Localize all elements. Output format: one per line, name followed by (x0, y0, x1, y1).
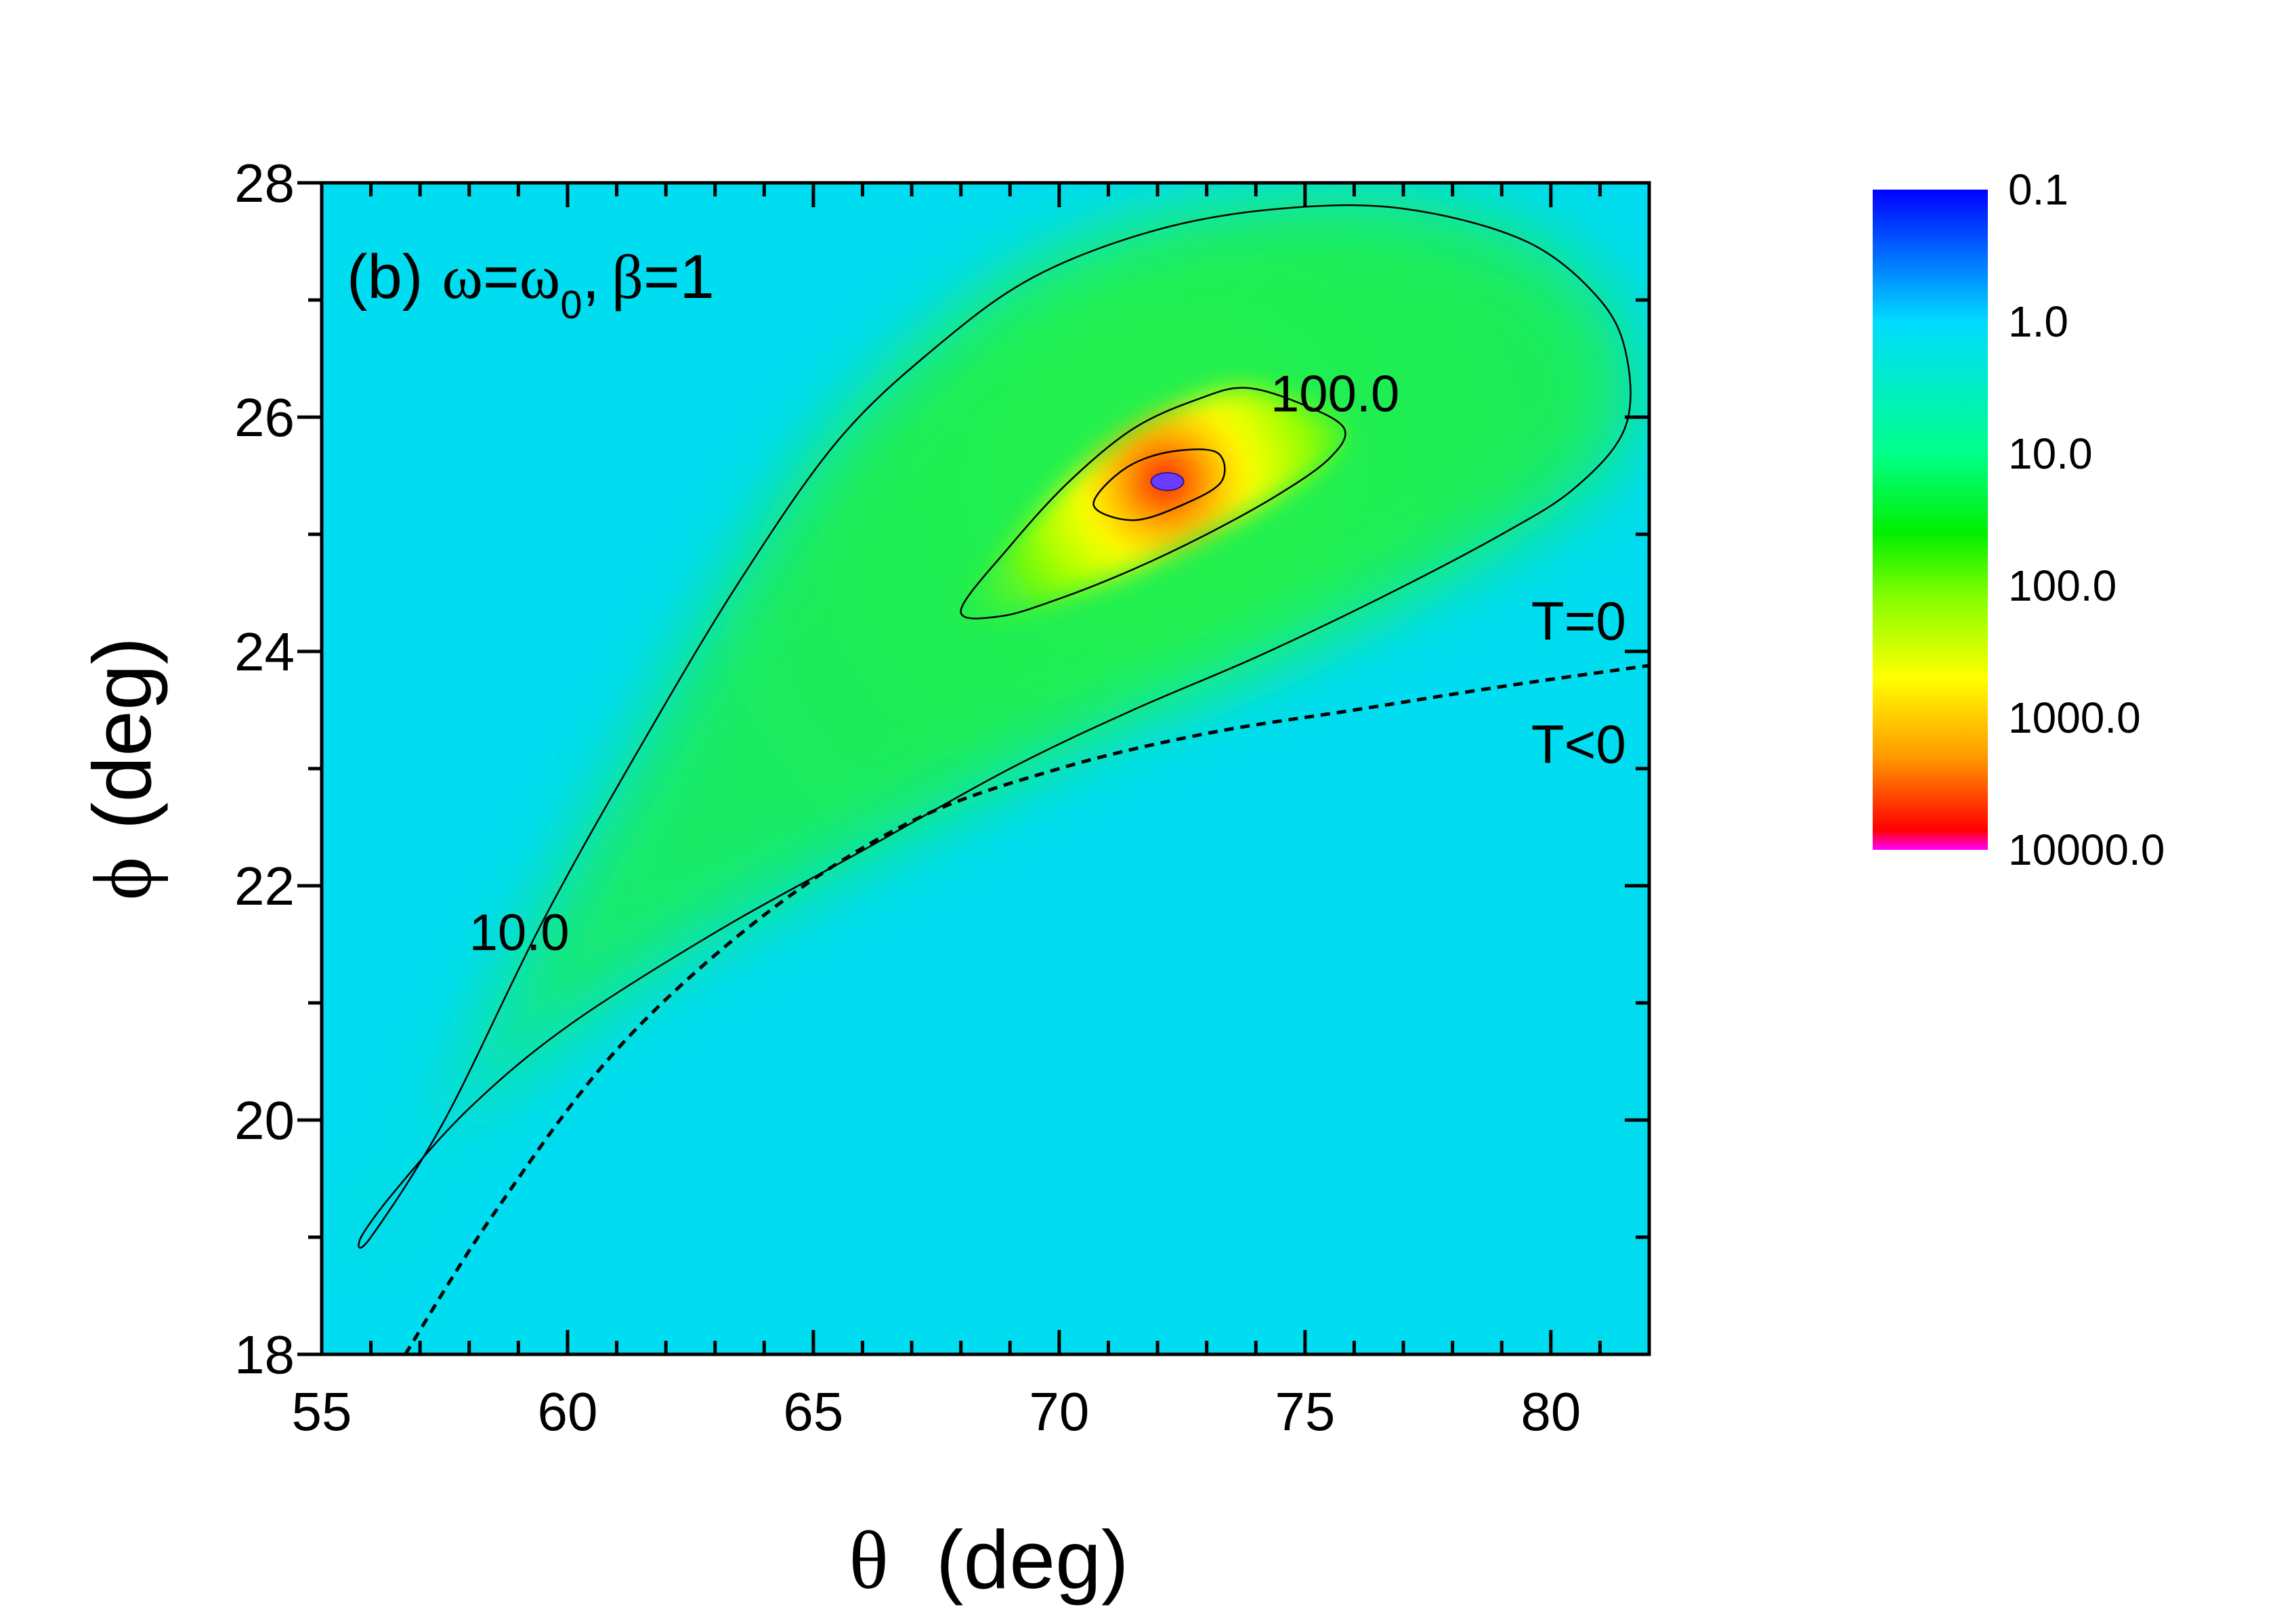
beta-value: =1 (643, 242, 715, 312)
colorbar-label: 10.0 (2008, 429, 2093, 478)
t-zero-label: T=0 (1531, 591, 1626, 651)
colorbar-labels: 0.1 1.0 10.0 100.0 1000.0 10000.0 (2008, 165, 2165, 874)
contour-line-2 (1092, 448, 1226, 521)
x-axis-symbol: θ (849, 1515, 888, 1606)
y-axis-unit: (deg) (76, 637, 168, 830)
equals-sign: = (483, 242, 519, 312)
x-tick-label: 80 (1521, 1381, 1581, 1442)
peak-marker (1150, 472, 1185, 492)
x-axis-unit: (deg) (936, 1513, 1129, 1606)
y-axis-symbol: ϕ (77, 857, 169, 900)
x-tick-label: 60 (537, 1381, 597, 1442)
colorbar-label: 1000.0 (2008, 693, 2141, 742)
colorbar-label: 1.0 (2008, 297, 2068, 346)
panel-annotation: (b) ω=ω0, β=1 (347, 242, 715, 327)
colorbar-label: 100.0 (2008, 561, 2117, 610)
omega-zero-symbol: ω (519, 242, 561, 312)
y-tick-label: 20 (234, 1090, 295, 1151)
y-tick-label: 26 (234, 387, 295, 448)
heatmap-hot-region (960, 387, 1346, 619)
colorbar-label: 0.1 (2008, 165, 2068, 214)
x-tick-label: 55 (292, 1381, 352, 1442)
y-tick-label: 24 (234, 622, 295, 682)
y-axis-label: ϕ (deg) (76, 637, 169, 900)
y-tick-label: 18 (234, 1325, 295, 1385)
axis-ticks (297, 181, 1651, 1356)
contour-line-0 (358, 204, 1632, 1249)
colorbar-gradient (1873, 190, 1988, 850)
contour-lines (358, 204, 1632, 1249)
x-tick-labels: 55 60 65 70 75 80 (292, 1381, 1581, 1442)
omega-symbol: ω (442, 242, 483, 312)
colorbar-label: 10000.0 (2008, 825, 2165, 874)
x-tick-label: 75 (1275, 1381, 1335, 1442)
x-tick-label: 65 (783, 1381, 843, 1442)
t-zero-boundary (404, 664, 1649, 1354)
beta-symbol: β (612, 242, 643, 312)
contour-line-1 (960, 387, 1346, 620)
heatmap-field (322, 183, 1649, 1354)
contour-label-1: 100.0 (1271, 365, 1399, 423)
panel-label: (b) (347, 242, 423, 312)
annotation-comma: , (582, 242, 600, 312)
t-negative-label: T<0 (1531, 714, 1626, 774)
y-tick-labels: 18 20 22 24 26 28 (234, 153, 295, 1385)
colorbar: 0.1 1.0 10.0 100.0 1000.0 10000.0 (1873, 165, 2165, 874)
y-tick-label: 22 (234, 856, 295, 916)
y-tick-label: 28 (234, 153, 295, 213)
omega-subscript: 0 (560, 283, 582, 327)
contour-label-0: 10.0 (469, 904, 570, 962)
x-axis-label: θ (deg) (849, 1513, 1128, 1606)
contour-labels: 10.0 100.0 (469, 365, 1399, 962)
x-tick-label: 70 (1029, 1381, 1089, 1442)
